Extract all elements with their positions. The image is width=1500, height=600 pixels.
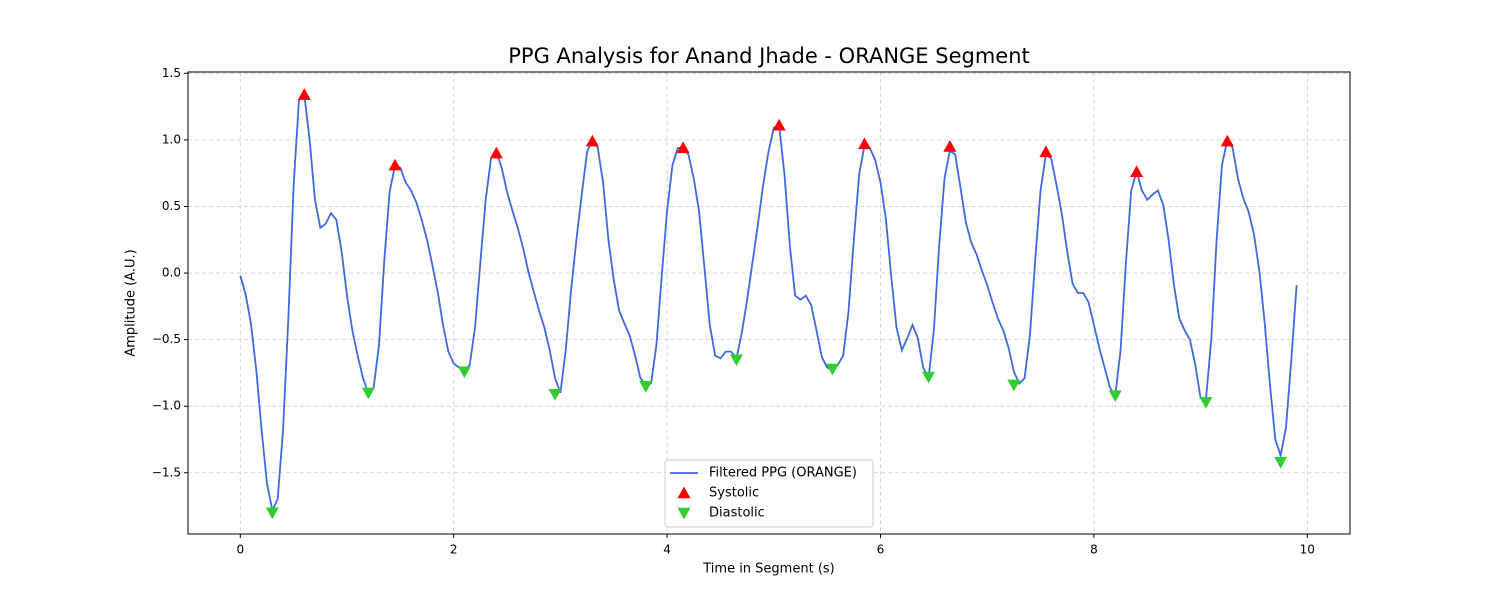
peak-marker — [1108, 390, 1122, 403]
x-tick-label: 2 — [450, 543, 458, 557]
x-tick-label: 6 — [877, 543, 885, 557]
x-tick-label: 0 — [236, 543, 244, 557]
peak-marker — [857, 137, 871, 150]
peak-marker — [676, 141, 690, 154]
peak-marker — [943, 140, 957, 152]
ppg-line — [239, 92, 1298, 513]
chart-title: PPG Analysis for Anand Jhade - ORANGE Se… — [508, 44, 1030, 68]
peak-marker — [265, 507, 279, 520]
peak-marker — [548, 389, 562, 401]
peak-marker — [639, 381, 653, 393]
y-tick-label: 0.0 — [162, 266, 181, 280]
peak-marker — [1220, 134, 1234, 147]
y-tick-label: −1.5 — [152, 465, 181, 479]
y-tick-label: 0.5 — [162, 199, 181, 213]
peak-marker — [585, 134, 599, 147]
peak-marker — [729, 354, 743, 367]
y-tick-label: 1.5 — [162, 66, 181, 80]
peak-marker — [1274, 456, 1288, 469]
peak-marker — [489, 146, 503, 159]
peak-marker — [1130, 165, 1144, 178]
peak-marker — [1039, 145, 1053, 158]
y-tick-label: −0.5 — [152, 332, 181, 346]
y-axis-label: Amplitude (A.U.) — [124, 249, 139, 356]
x-tick-label: 4 — [663, 543, 671, 557]
peak-marker — [457, 366, 471, 379]
x-tick-label: 10 — [1300, 543, 1315, 557]
peak-marker — [772, 118, 786, 131]
legend-label: Filtered PPG (ORANGE) — [709, 466, 857, 481]
x-axis-label: Time in Segment (s) — [702, 562, 834, 577]
peak-marker — [388, 158, 402, 171]
legend-swatch — [677, 507, 691, 520]
legend-box — [664, 459, 874, 528]
legend-label: Diastolic — [709, 506, 765, 521]
y-tick-label: −1.0 — [152, 399, 181, 413]
legend-swatch — [677, 486, 691, 499]
peak-marker — [361, 387, 375, 400]
peak-marker — [922, 371, 936, 384]
peak-marker — [297, 88, 311, 100]
peak-marker — [825, 363, 839, 376]
legend-label: Systolic — [709, 486, 759, 501]
x-tick-label: 8 — [1090, 543, 1098, 557]
peak-marker — [1199, 396, 1213, 409]
y-tick-label: 1.0 — [162, 132, 181, 146]
plot-frame — [187, 71, 1351, 535]
peak-marker — [1007, 379, 1021, 392]
